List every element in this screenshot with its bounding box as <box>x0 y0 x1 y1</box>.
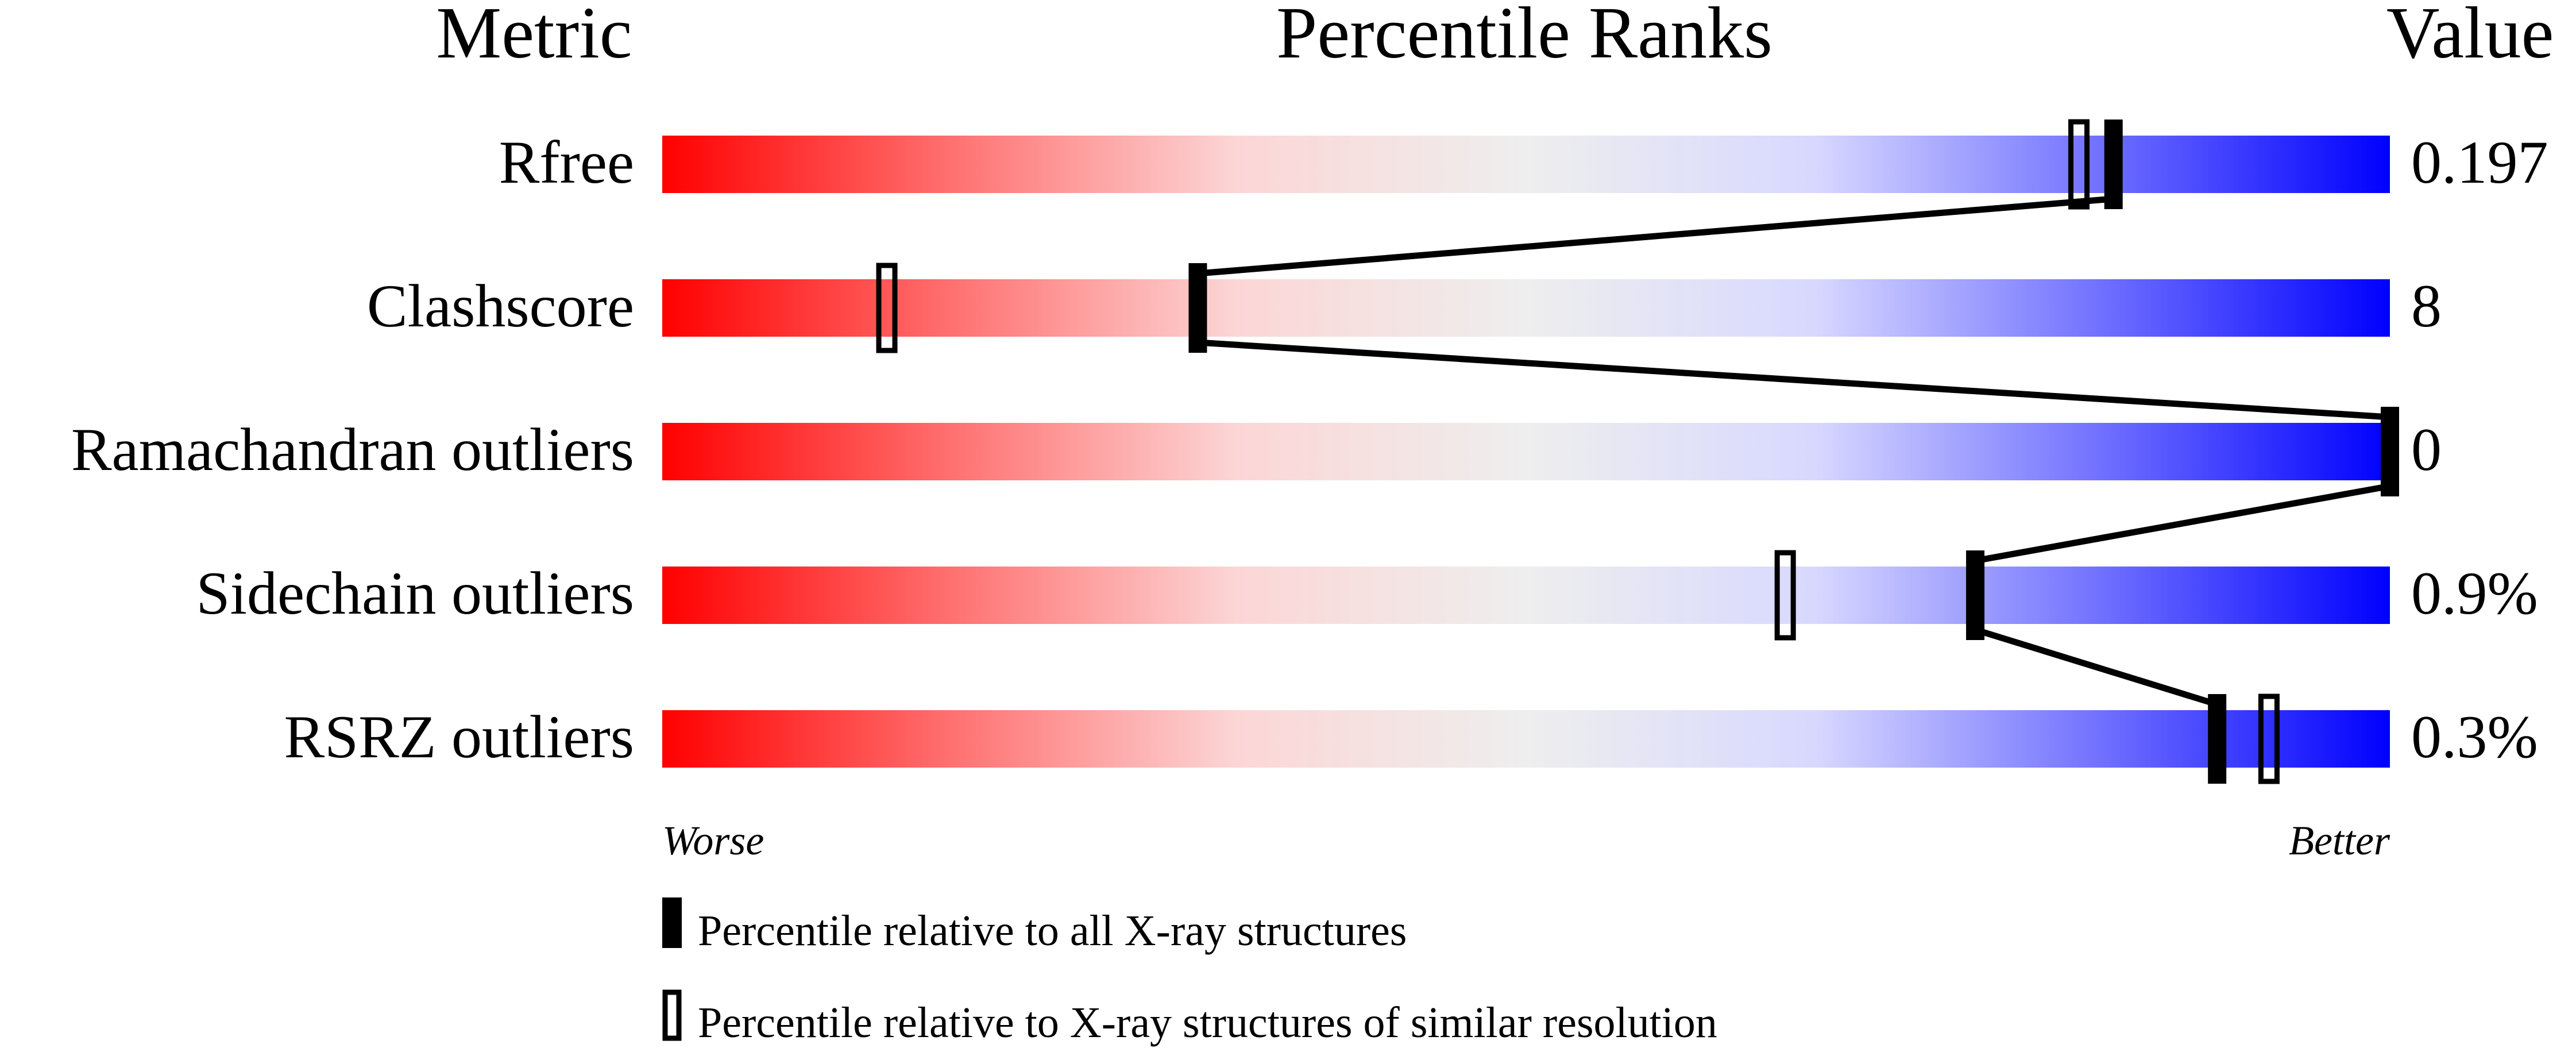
percentile-bar <box>662 423 2390 480</box>
metric-label: Sidechain outliers <box>196 560 634 627</box>
similar-resolution-marker <box>2258 693 2280 784</box>
header-percentile-ranks: Percentile Ranks <box>1276 0 1772 74</box>
connector-line <box>1198 195 2114 277</box>
all-structures-marker <box>2208 694 2227 784</box>
percentile-bar <box>662 279 2390 337</box>
all-structures-marker <box>1188 263 1207 353</box>
all-structures-marker <box>1966 550 1985 640</box>
header-metric: Metric <box>436 0 632 74</box>
similar-resolution-marker <box>2068 119 2090 210</box>
metric-value: 0.197 <box>2411 129 2548 196</box>
legend-label-all: Percentile relative to all X-ray structu… <box>698 907 1407 955</box>
header-value: Value <box>2386 0 2554 74</box>
worse-label: Worse <box>662 818 764 864</box>
similar-resolution-marker <box>1774 550 1796 641</box>
all-structures-marker <box>2381 407 2399 496</box>
similar-resolution-marker <box>876 263 898 353</box>
metric-value: 8 <box>2411 272 2442 340</box>
legend-label-similar: Percentile relative to X-ray structures … <box>698 999 1717 1047</box>
connector-line <box>1975 483 2390 564</box>
metric-label: Clashscore <box>367 272 634 340</box>
all-structures-marker <box>2104 120 2123 209</box>
connector-line <box>1198 339 2390 421</box>
metric-value: 0 <box>2411 416 2442 483</box>
legend-filled-marker-icon <box>662 897 682 948</box>
metric-label: Rfree <box>499 129 634 196</box>
metric-label: Ramachandran outliers <box>71 416 634 483</box>
metric-value: 0.9% <box>2411 560 2538 627</box>
better-label: Better <box>2289 818 2390 864</box>
metric-value: 0.3% <box>2411 703 2538 770</box>
metric-label: RSRZ outliers <box>284 703 634 770</box>
legend-open-marker-icon <box>662 989 682 1041</box>
percentile-bar <box>662 567 2390 624</box>
connector-line <box>1974 626 2218 708</box>
percentile-bar <box>662 136 2390 193</box>
percentile-bar <box>662 710 2390 768</box>
